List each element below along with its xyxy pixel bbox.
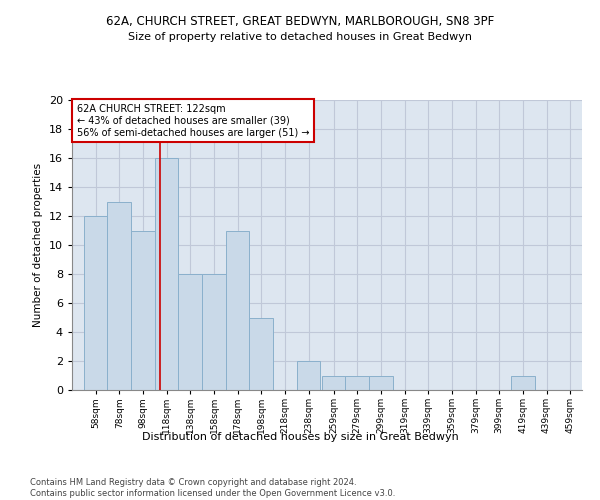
Bar [155, 158, 178, 390]
Text: 62A, CHURCH STREET, GREAT BEDWYN, MARLBOROUGH, SN8 3PF: 62A, CHURCH STREET, GREAT BEDWYN, MARLBO… [106, 15, 494, 28]
Bar [107, 202, 131, 390]
Bar [369, 376, 392, 390]
Bar [346, 376, 369, 390]
Bar [297, 361, 320, 390]
Bar [84, 216, 107, 390]
Bar [322, 376, 346, 390]
Text: 62A CHURCH STREET: 122sqm
← 43% of detached houses are smaller (39)
56% of semi-: 62A CHURCH STREET: 122sqm ← 43% of detac… [77, 104, 310, 138]
Bar [202, 274, 226, 390]
Bar [250, 318, 273, 390]
Bar [131, 230, 155, 390]
Bar [178, 274, 202, 390]
Bar [226, 230, 250, 390]
Text: Distribution of detached houses by size in Great Bedwyn: Distribution of detached houses by size … [142, 432, 458, 442]
Y-axis label: Number of detached properties: Number of detached properties [33, 163, 43, 327]
Text: Size of property relative to detached houses in Great Bedwyn: Size of property relative to detached ho… [128, 32, 472, 42]
Text: Contains HM Land Registry data © Crown copyright and database right 2024.
Contai: Contains HM Land Registry data © Crown c… [30, 478, 395, 498]
Bar [511, 376, 535, 390]
